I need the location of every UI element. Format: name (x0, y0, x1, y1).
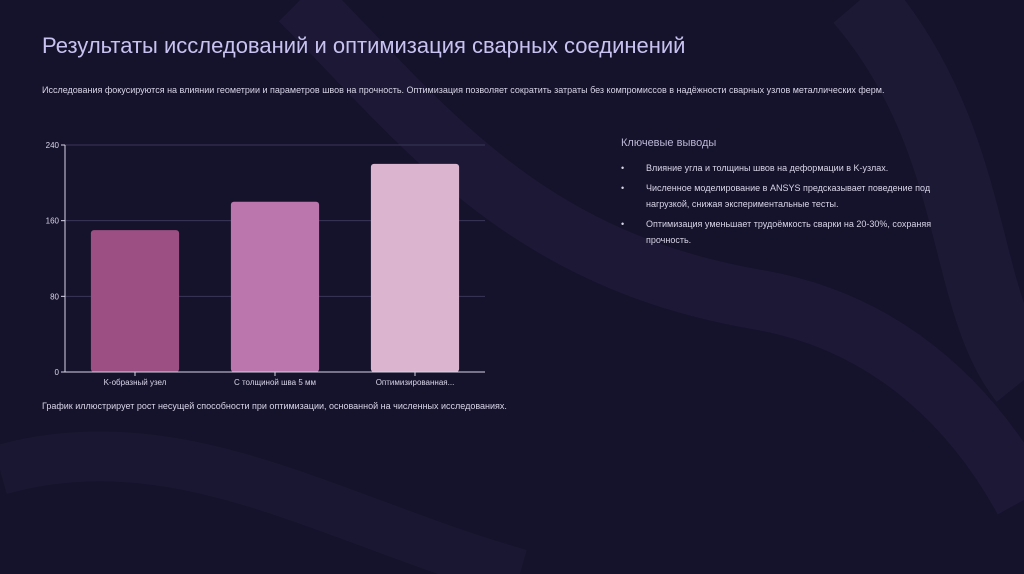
finding-item: • Оптимизация уменьшает трудоёмкость свар… (621, 216, 961, 248)
x-tick-label: Оптимизированная... (376, 378, 455, 387)
bar (370, 163, 460, 372)
finding-text: Численное моделирование в ANSYS предсказ… (646, 183, 931, 209)
bullet-icon: • (621, 219, 625, 229)
x-tick-label: С толщиной шва 5 мм (234, 378, 316, 387)
y-tick-label: 0 (55, 368, 60, 377)
y-tick-label: 240 (46, 141, 60, 150)
bar (230, 201, 320, 372)
findings-list: • Влияние угла и толщины швов на деформац… (621, 160, 961, 248)
bullet-icon: • (621, 183, 625, 193)
y-tick-label: 160 (46, 217, 60, 226)
bullet-icon: • (621, 163, 625, 173)
chart-bars (90, 163, 460, 372)
finding-item: • Численное моделирование в ANSYS предска… (621, 180, 961, 212)
bar (90, 230, 180, 372)
finding-item: • Влияние угла и толщины швов на деформац… (621, 160, 961, 176)
chart-axes (61, 144, 485, 376)
bar-chart: 0 80 160 240 K-образный узел С толщиной шва 5… (46, 141, 485, 387)
slide-title: Результаты исследований и оптимизация св… (42, 33, 686, 58)
finding-text: Влияние угла и толщины швов на деформаци… (646, 163, 889, 173)
chart-labels: 0 80 160 240 K-образный узел С толщиной шва 5… (46, 141, 455, 387)
finding-text: Оптимизация уменьшает трудоёмкость сварк… (646, 219, 932, 245)
key-findings: Ключевые выводы • Влияние угла и толщины … (621, 137, 961, 252)
y-tick-label: 80 (50, 292, 59, 301)
x-tick-label: K-образный узел (104, 378, 167, 387)
slide-intro: Исследования фокусируются на влиянии гео… (42, 85, 885, 95)
findings-heading: Ключевые выводы (621, 137, 717, 149)
chart-caption: График иллюстрирует рост несущей способн… (42, 401, 507, 411)
